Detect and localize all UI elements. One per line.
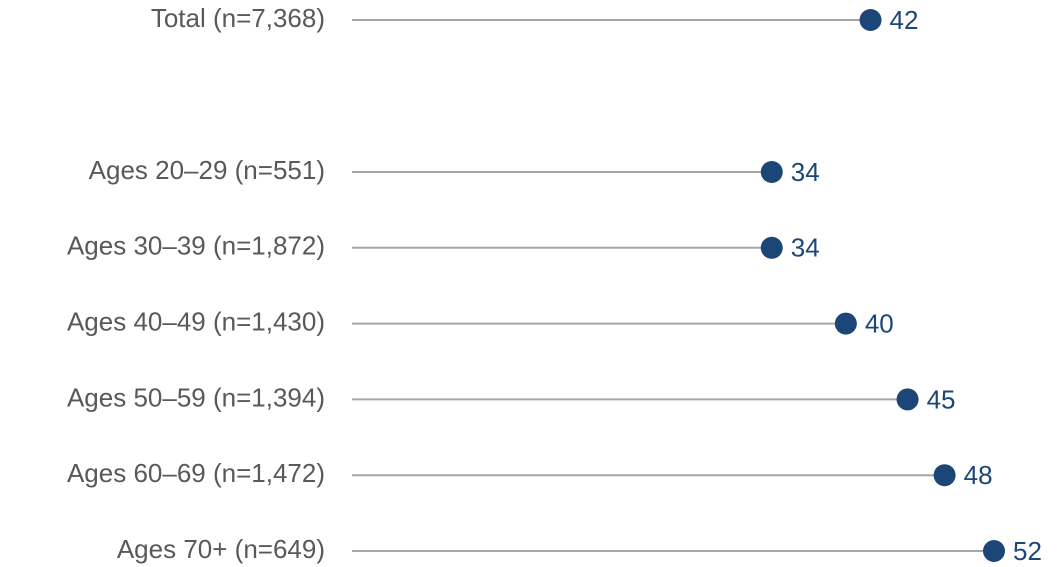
dot — [896, 388, 919, 411]
value-label: 34 — [791, 157, 820, 187]
dot — [859, 9, 882, 31]
category-label: Ages 40–49 (n=1,430) — [67, 306, 325, 336]
dot — [834, 312, 857, 335]
category-label: Ages 50–59 (n=1,394) — [67, 382, 325, 412]
dot — [760, 236, 783, 259]
value-label: 40 — [865, 308, 894, 338]
category-label: Ages 70+ (n=649) — [117, 534, 325, 564]
value-label: 52 — [1013, 536, 1042, 566]
category-label: Total (n=7,368) — [151, 3, 325, 33]
value-label: 48 — [964, 460, 993, 490]
dot — [933, 464, 956, 487]
value-label: 42 — [890, 5, 919, 35]
category-label: Ages 60–69 (n=1,472) — [67, 458, 325, 488]
category-label: Ages 30–39 (n=1,872) — [67, 231, 325, 261]
value-label: 45 — [927, 384, 956, 414]
dot — [760, 161, 783, 183]
dot — [983, 540, 1005, 562]
value-label: 34 — [791, 233, 820, 263]
category-label: Ages 20–29 (n=551) — [89, 155, 325, 185]
